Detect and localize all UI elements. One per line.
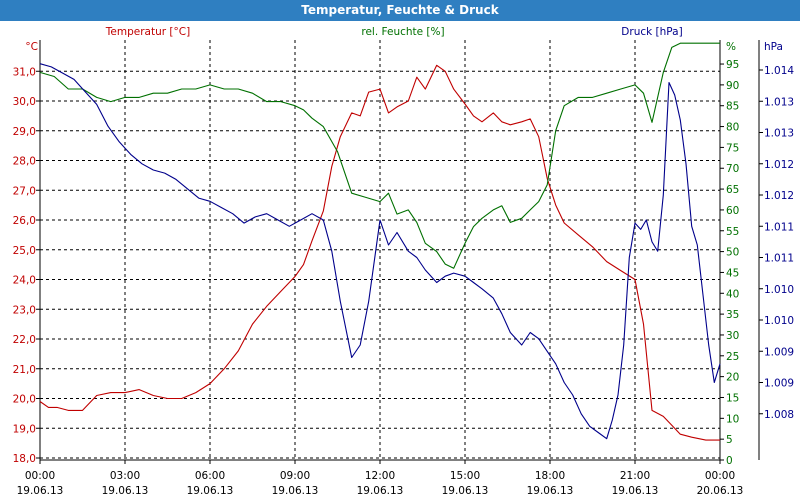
x-tick-date-label: 19.06.13 bbox=[357, 485, 404, 497]
humidity-tick-label: 50 bbox=[726, 247, 739, 259]
humidity-tick-label: 80 bbox=[726, 122, 739, 134]
temperature-tick-label: 19,0 bbox=[13, 423, 36, 435]
x-tick-time-label: 12:00 bbox=[365, 470, 395, 482]
temperature-tick-label: 28,0 bbox=[13, 156, 36, 168]
x-tick-time-label: 06:00 bbox=[195, 470, 225, 482]
temperature-tick-label: 31,0 bbox=[13, 66, 36, 78]
x-tick-date-label: 19.06.13 bbox=[272, 485, 319, 497]
temperature-tick-label: 22,0 bbox=[13, 334, 36, 346]
temperature-tick-label: 23,0 bbox=[13, 304, 36, 316]
pressure-tick-label: 1.009 bbox=[764, 378, 794, 390]
x-tick-date-label: 20.06.13 bbox=[697, 485, 744, 497]
x-tick-time-label: 09:00 bbox=[280, 470, 310, 482]
pressure-tick-label: 1.014 bbox=[764, 65, 794, 77]
x-tick-date-label: 19.06.13 bbox=[527, 485, 574, 497]
x-tick-time-label: 15:00 bbox=[450, 470, 480, 482]
pressure-series-line bbox=[39, 63, 721, 440]
pressure-tick-label: 1.008 bbox=[764, 409, 794, 421]
humidity-axis-label: rel. Feuchte [%] bbox=[361, 26, 444, 38]
x-tick-date-label: 19.06.13 bbox=[17, 485, 64, 497]
x-tick-date-label: 19.06.13 bbox=[187, 485, 234, 497]
temperature-axis-label: Temperatur [°C] bbox=[105, 26, 190, 38]
temperature-axis: 31,0 30,0 29,0 28,0 27,0 26,0 25,0 24,0 23,0 22,0… bbox=[13, 66, 40, 465]
humidity-tick-label: 5 bbox=[726, 434, 733, 446]
humidity-tick-label: 35 bbox=[726, 309, 739, 321]
humidity-tick-label: 25 bbox=[726, 351, 739, 363]
humidity-tick-label: 90 bbox=[726, 80, 739, 92]
humidity-axis-unit: % bbox=[726, 41, 736, 53]
temperature-tick-label: 30,0 bbox=[13, 96, 36, 108]
temperature-tick-label: 21,0 bbox=[13, 364, 36, 376]
pressure-tick-label: 1.010 bbox=[764, 284, 794, 296]
humidity-tick-label: 20 bbox=[726, 372, 739, 384]
temperature-tick-label: 25,0 bbox=[13, 245, 36, 257]
chart-title: Temperatur, Feuchte & Druck bbox=[0, 0, 800, 21]
temperature-tick-label: 18,0 bbox=[13, 453, 36, 465]
humidity-tick-label: 40 bbox=[726, 288, 739, 300]
temperature-series-line bbox=[39, 64, 720, 441]
humidity-tick-label: 30 bbox=[726, 330, 739, 342]
pressure-tick-label: 1.013 bbox=[764, 128, 794, 140]
humidity-tick-label: 0 bbox=[726, 455, 733, 467]
temperature-tick-label: 29,0 bbox=[13, 126, 36, 138]
humidity-tick-label: 65 bbox=[726, 184, 739, 196]
pressure-axis-unit: hPa bbox=[764, 41, 783, 53]
humidity-tick-label: 85 bbox=[726, 101, 739, 113]
humidity-tick-label: 15 bbox=[726, 392, 739, 404]
x-tick-date-label: 19.06.13 bbox=[442, 485, 489, 497]
pressure-tick-label: 1.009 bbox=[764, 346, 794, 358]
temperature-tick-label: 24,0 bbox=[13, 275, 36, 287]
series-layer bbox=[39, 42, 721, 441]
x-tick-time-label: 00:00 bbox=[705, 470, 735, 482]
x-tick-time-label: 18:00 bbox=[535, 470, 565, 482]
humidity-tick-label: 60 bbox=[726, 205, 739, 217]
pressure-tick-label: 1.011 bbox=[764, 221, 794, 233]
x-tick-time-label: 03:00 bbox=[110, 470, 140, 482]
pressure-tick-label: 1.013 bbox=[764, 96, 794, 108]
x-tick-time-label: 00:00 bbox=[25, 470, 55, 482]
humidity-tick-label: 55 bbox=[726, 226, 739, 238]
temperature-axis-unit: °C bbox=[25, 41, 38, 53]
temperature-tick-label: 27,0 bbox=[13, 185, 36, 197]
humidity-series-line bbox=[39, 42, 720, 269]
pressure-tick-label: 1.011 bbox=[764, 253, 794, 265]
temperature-tick-label: 26,0 bbox=[13, 215, 36, 227]
pressure-axis-label: Druck [hPa] bbox=[621, 26, 682, 38]
x-tick-date-label: 19.06.13 bbox=[612, 485, 659, 497]
pressure-tick-label: 1.012 bbox=[764, 159, 794, 171]
x-tick-time-label: 21:00 bbox=[620, 470, 650, 482]
x-axis: 00:00 19.06.13 03:00 19.06.13 06:00 19.06.13 0… bbox=[17, 460, 744, 497]
humidity-tick-label: 70 bbox=[726, 163, 739, 175]
humidity-tick-label: 75 bbox=[726, 142, 739, 154]
grid-lines bbox=[40, 40, 720, 460]
x-tick-date-label: 19.06.13 bbox=[102, 485, 149, 497]
pressure-tick-label: 1.012 bbox=[764, 190, 794, 202]
humidity-tick-label: 95 bbox=[726, 59, 739, 71]
temperature-tick-label: 20,0 bbox=[13, 394, 36, 406]
humidity-tick-label: 45 bbox=[726, 267, 739, 279]
pressure-tick-label: 1.010 bbox=[764, 315, 794, 327]
humidity-tick-label: 10 bbox=[726, 413, 739, 425]
pressure-axis: 1.014 1.013 1.013 1.012 1.012 1.011 1.011 1.010… bbox=[759, 65, 794, 421]
